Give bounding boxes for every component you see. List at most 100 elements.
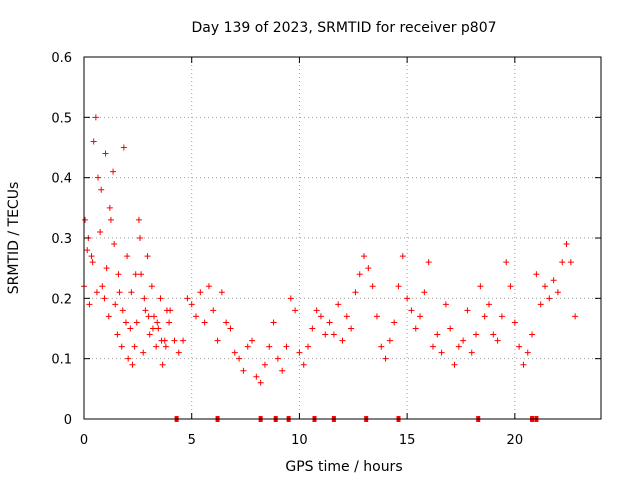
data-point — [391, 319, 398, 326]
data-point — [114, 331, 121, 338]
data-point — [127, 325, 134, 332]
data-point — [214, 337, 221, 344]
y-tick-label: 0.1 — [51, 353, 72, 368]
data-point — [550, 277, 557, 284]
x-tick-label: 10 — [291, 433, 308, 448]
data-point — [129, 361, 136, 368]
data-point — [111, 241, 118, 248]
data-point — [507, 283, 514, 290]
data-point — [131, 343, 138, 350]
data-point — [148, 283, 155, 290]
data-point — [442, 301, 449, 308]
data-point — [157, 295, 164, 302]
data-point — [309, 325, 316, 332]
data-point — [124, 253, 131, 260]
data-point — [166, 319, 173, 326]
data-point — [305, 343, 312, 350]
data-point — [274, 355, 281, 362]
data-point — [287, 295, 294, 302]
data-point — [395, 283, 402, 290]
data-point — [408, 307, 415, 314]
y-tick-label: 0.5 — [51, 111, 72, 126]
data-point — [541, 283, 548, 290]
data-point — [197, 289, 204, 296]
data-point — [335, 301, 342, 308]
data-point — [473, 331, 480, 338]
data-point — [537, 301, 544, 308]
data-point — [95, 174, 102, 181]
data-point — [103, 265, 110, 272]
ticks-layer: 0 0.1 0.2 0.3 0.4 0.5 0.6 0 5 10 15 20 — [51, 51, 601, 448]
data-point — [330, 331, 337, 338]
data-point — [184, 295, 191, 302]
data-point — [421, 289, 428, 296]
y-tick-label: 0.6 — [51, 51, 72, 66]
data-point — [97, 228, 104, 235]
data-point — [112, 301, 119, 308]
data-point — [105, 313, 112, 320]
data-point — [102, 150, 109, 157]
data-point — [253, 373, 260, 380]
data-point — [86, 301, 93, 308]
data-point — [339, 337, 346, 344]
data-point — [559, 259, 566, 266]
data-point — [231, 349, 238, 356]
data-point — [88, 253, 95, 260]
data-point — [373, 313, 380, 320]
data-point — [188, 301, 195, 308]
data-point — [244, 343, 251, 350]
data-point — [171, 337, 178, 344]
data-point — [460, 337, 467, 344]
data-point — [240, 367, 247, 374]
data-point — [99, 283, 106, 290]
data-point — [118, 343, 125, 350]
data-point — [438, 349, 445, 356]
data-point — [140, 349, 147, 356]
data-point — [120, 144, 127, 151]
data-point — [128, 289, 135, 296]
data-point — [270, 319, 277, 326]
data-point — [404, 295, 411, 302]
data-point — [210, 307, 217, 314]
data-point — [82, 216, 89, 223]
data-point — [227, 325, 234, 332]
x-tick-label: 20 — [507, 433, 524, 448]
data-point — [412, 325, 419, 332]
data-point — [468, 349, 475, 356]
data-point — [464, 307, 471, 314]
data-point — [161, 337, 168, 344]
data-point — [205, 283, 212, 290]
data-point — [429, 343, 436, 350]
y-tick-label: 0.3 — [51, 232, 72, 247]
data-point — [529, 331, 536, 338]
y-tick-label: 0 — [64, 413, 72, 428]
data-point — [292, 307, 299, 314]
data-point — [563, 241, 570, 248]
data-point — [352, 289, 359, 296]
data-point — [138, 271, 145, 278]
y-axis-title: SRMTID / TECUs — [6, 182, 22, 295]
data-point — [490, 331, 497, 338]
data-point — [434, 331, 441, 338]
x-tick-label: 0 — [80, 433, 88, 448]
data-point — [567, 259, 574, 266]
data-point — [218, 289, 225, 296]
grid-layer — [84, 57, 601, 419]
data-point — [485, 301, 492, 308]
data-point — [313, 307, 320, 314]
data-point — [300, 361, 307, 368]
data-point — [369, 283, 376, 290]
data-point — [477, 283, 484, 290]
data-point — [378, 343, 385, 350]
data-point — [322, 331, 329, 338]
data-point — [98, 186, 105, 193]
data-point — [90, 138, 97, 145]
data-point — [516, 343, 523, 350]
data-point — [317, 313, 324, 320]
points-layer — [81, 114, 579, 386]
data-point — [92, 114, 99, 121]
data-point — [455, 343, 462, 350]
data-point — [261, 361, 268, 368]
data-point — [386, 337, 393, 344]
